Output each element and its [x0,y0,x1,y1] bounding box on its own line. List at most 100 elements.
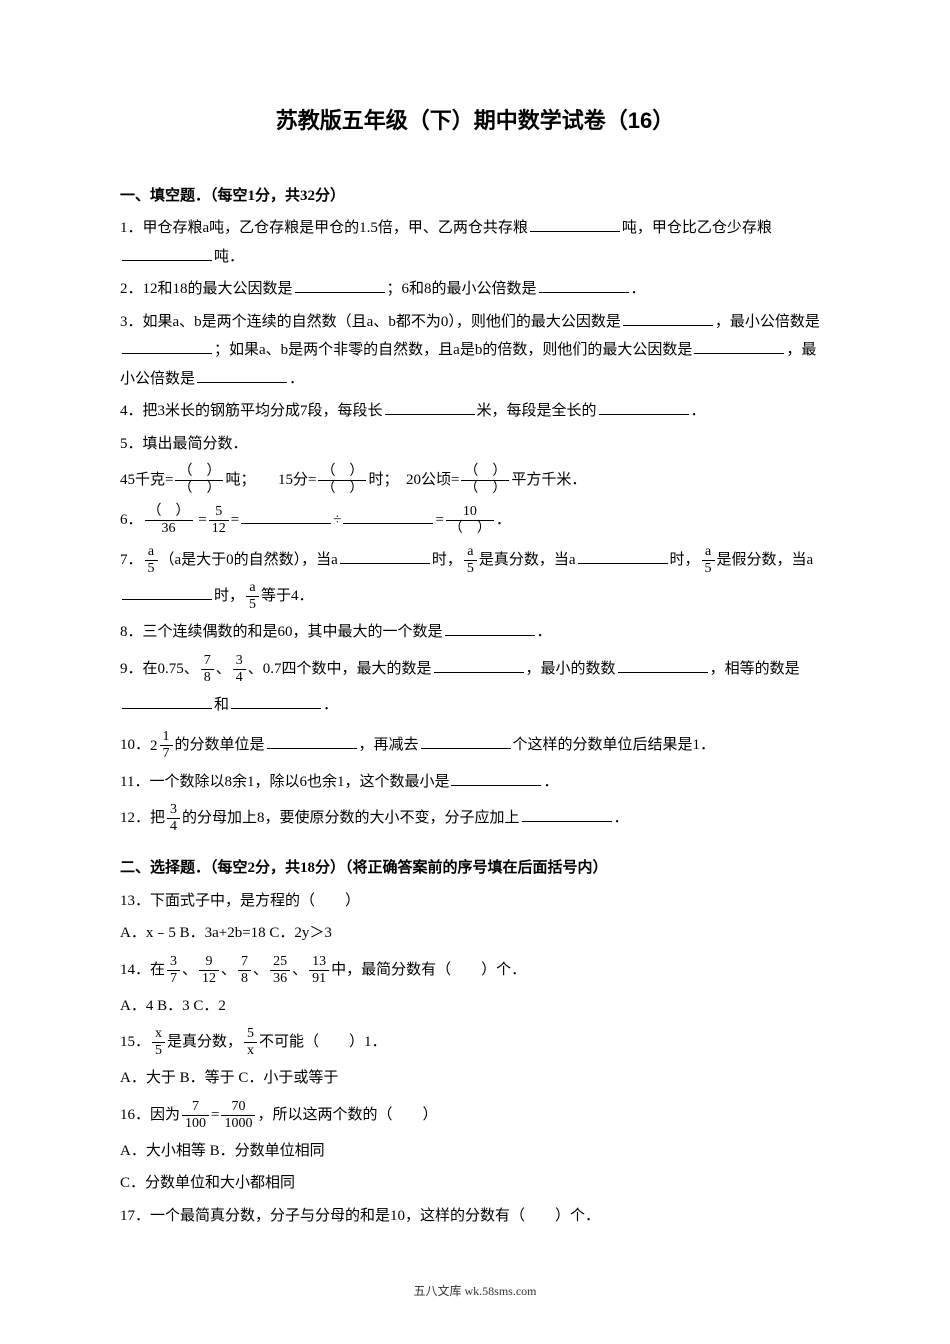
frac-num: 3 [233,654,246,670]
q9-blank2[interactable] [618,658,708,673]
frac-den: （ ） [318,481,366,496]
q4: 4．把3米长的钢筋平均分成7段，每段长米，每段是全长的． [120,397,830,426]
q1-blank1[interactable] [530,217,620,232]
q7-frac4: a5 [246,581,259,612]
q9-blank1[interactable] [434,658,524,673]
frac-num: a [702,545,715,561]
q8-blank1[interactable] [445,621,535,636]
q10-text-d: 个这样的分数单位后结果是1． [513,737,716,753]
q14-text-a: 14．在 [120,962,165,978]
q15-options[interactable]: A．大于 B．等于 C．小于或等于 [120,1064,830,1093]
q5-frac3[interactable]: （ ）（ ） [461,465,509,496]
frac-num: 3 [167,955,180,971]
footer: 五八文库 wk.58sms.com [120,1280,830,1303]
frac-den: 7 [160,746,173,761]
frac-den: 4 [167,819,180,834]
frac-num: 7 [201,654,214,670]
q9-frac2: 34 [233,654,246,685]
q12: 12．把34的分母加上8，要使原分数的大小不变，分子应加上． [120,800,830,836]
q8: 8．三个连续偶数的和是60，其中最大的一个数是． [120,618,830,647]
q6-blank2[interactable] [343,509,433,524]
q10-frac: 17 [160,730,173,761]
frac-num: x [152,1027,165,1043]
q15: 15．x5是真分数，5x不可能（ ）1． [120,1024,830,1060]
q3-blank1[interactable] [623,311,713,326]
frac-num: a [246,581,259,597]
q14-text-f: 中，最简分数有（ ）个． [331,962,526,978]
q1-text-b: 吨，甲仓比乙仓少存粮 [622,220,772,236]
page-title: 苏教版五年级（下）期中数学试卷（16） [120,100,830,142]
q10-blank1[interactable] [267,734,357,749]
q7-text-b: （a是大于0的自然数），当a [160,552,338,568]
frac-den: 8 [201,670,214,685]
q7-text-a: 7． [120,552,143,568]
q14-frac2: 912 [199,955,219,986]
q5-header: 5．填出最简分数． [120,430,830,459]
frac-num: 70 [221,1100,255,1116]
mixed-whole: 2 [150,728,158,764]
q12-text-a: 12．把 [120,810,165,826]
frac-den: （ ） [446,521,494,536]
q16-text-b: = [211,1107,219,1123]
q2: 2．12和18的最大公因数是；6和8的最小公倍数是． [120,275,830,304]
q6-frac2: 512 [209,505,229,536]
q3-text-a: 3．如果a、b是两个连续的自然数（且a、b都不为0），则他们的最大公因数是 [120,314,621,330]
q13-options[interactable]: A．x﹣5 B．3a+2b=18 C．2y＞3 [120,919,830,948]
q12-blank1[interactable] [522,807,612,822]
q7-blank1[interactable] [340,549,430,564]
q7-blank2[interactable] [578,549,668,564]
frac-den: 5 [702,561,715,576]
q4-blank2[interactable] [599,400,689,415]
q14-options[interactable]: A．4 B．3 C．2 [120,992,830,1021]
q4-blank1[interactable] [385,400,475,415]
q3-blank3[interactable] [694,339,784,354]
q6-frac3[interactable]: 10（ ） [446,505,494,536]
q9-text-b: 、 [216,661,231,677]
q16-option1[interactable]: A．大小相等 B．分数单位相同 [120,1137,830,1166]
q15-frac1: x5 [152,1027,165,1058]
q5-frac2[interactable]: （ ）（ ） [318,465,366,496]
q9-blank4[interactable] [231,694,321,709]
q2-blank1[interactable] [295,278,385,293]
q1-blank2[interactable] [122,246,212,261]
frac-num: 1 [160,730,173,746]
frac-den: （ ） [461,481,509,496]
q17: 17．一个最简真分数，分子与分母的和是10，这样的分数有（ ）个． [120,1202,830,1231]
q2-text-c: ． [631,281,646,297]
frac-den: 36 [145,521,193,536]
q6-text-c: = [231,512,239,528]
q3-blank4[interactable] [197,368,287,383]
q6-text-a: 6． [120,512,143,528]
frac-num: 10 [446,505,494,521]
q5-frac1[interactable]: （ ）（ ） [175,465,223,496]
q3-text-b: ，最小公倍数是 [715,314,820,330]
q11-blank1[interactable] [451,771,541,786]
q14-frac4: 2536 [270,955,290,986]
frac-den: 4 [233,670,246,685]
frac-den: （ ） [175,481,223,496]
q9-text-a: 9．在0.75、 [120,661,199,677]
q9-text-f: 和 [214,697,229,713]
q10-blank2[interactable] [421,734,511,749]
q9: 9．在0.75、78、34、0.7四个数中，最大的数是，最小的数数，相等的数是和… [120,651,830,723]
q7-frac2: a5 [464,545,477,576]
q7-text-f: 是假分数，当a [717,552,814,568]
frac-num: （ ） [318,465,366,481]
q15-text-a: 15． [120,1034,150,1050]
q7-blank3[interactable] [122,585,212,600]
q9-blank3[interactable] [122,694,212,709]
q16-option2[interactable]: C．分数单位和大小都相同 [120,1169,830,1198]
section2-header: 二、选择题．（每空2分，共18分）（将正确答案前的序号填在后面括号内） [120,854,830,883]
q6-blank1[interactable] [241,509,331,524]
frac-num: （ ） [175,465,223,481]
q6-frac1[interactable]: （ ）36 [145,505,193,536]
q7-text-c: 时， [432,552,462,568]
frac-den: 100 [182,1116,209,1131]
frac-num: 9 [199,955,219,971]
frac-num: 7 [238,955,251,971]
q14-frac5: 1391 [309,955,329,986]
q16-frac1: 7100 [182,1100,209,1131]
q5-text-c: 时； 20公顷= [368,472,459,488]
q2-blank2[interactable] [539,278,629,293]
q3-blank2[interactable] [122,339,212,354]
